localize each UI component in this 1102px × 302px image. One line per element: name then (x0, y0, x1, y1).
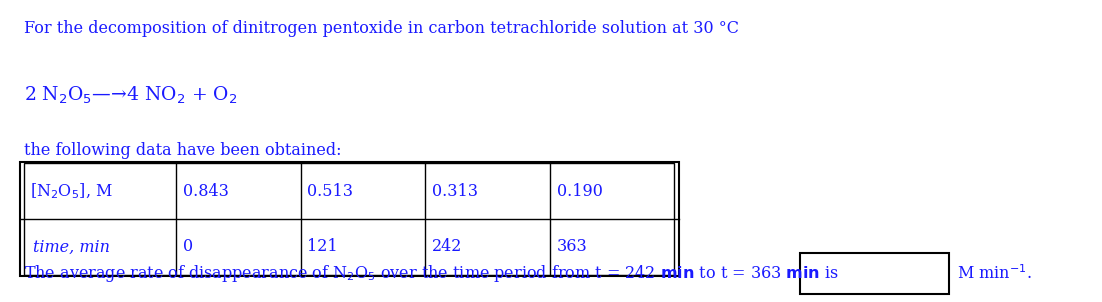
Text: For the decomposition of dinitrogen pentoxide in carbon tetrachloride solution a: For the decomposition of dinitrogen pent… (24, 20, 739, 37)
Text: [N$_2$O$_5$], M: [N$_2$O$_5$], M (30, 181, 112, 201)
Text: 121: 121 (307, 238, 338, 255)
Text: time, min: time, min (33, 238, 110, 255)
Bar (20, 162, 679, 276)
Text: 363: 363 (557, 238, 587, 255)
Text: 0.313: 0.313 (432, 182, 478, 200)
Bar (24, 163, 674, 275)
Text: 2 N$_2$O$_5$—→4 NO$_2$ + O$_2$: 2 N$_2$O$_5$—→4 NO$_2$ + O$_2$ (24, 85, 238, 106)
Text: 0.513: 0.513 (307, 182, 354, 200)
Text: 0.190: 0.190 (557, 182, 603, 200)
Text: 242: 242 (432, 238, 463, 255)
Bar (800, 253, 949, 294)
Text: 0: 0 (183, 238, 193, 255)
Text: 0.843: 0.843 (183, 182, 229, 200)
Text: the following data have been obtained:: the following data have been obtained: (24, 142, 342, 159)
Text: M min$^{-1}$.: M min$^{-1}$. (957, 264, 1031, 283)
Text: The average rate of disappearance of N$_2$O$_5$ over the time period from t = 24: The average rate of disappearance of N$_… (24, 263, 839, 284)
